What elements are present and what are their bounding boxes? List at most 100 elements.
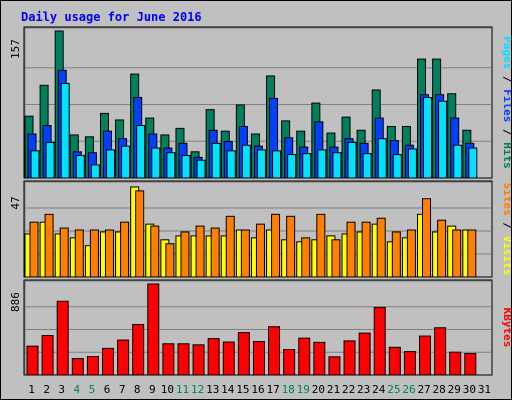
visits-sites-bar-sites-day-20 [316,213,326,278]
kbytes-bar-kbytes-day-7 [117,339,130,376]
visits-sites-bar-sites-day-29 [452,229,462,278]
x-tick-label-day-22: 22 [342,383,355,396]
chart-title: Daily usage for June 2016 [21,10,202,24]
legend-item-files: Files [501,89,511,122]
hits-files-pages-bar-pages-day-2 [45,141,55,179]
hits-files-pages-bar-pages-day-6 [105,149,115,179]
hits-files-pages-bar-pages-day-16 [256,149,266,179]
kbytes-bar-kbytes-day-11 [177,343,190,376]
hits-files-pages-bar-pages-day-17 [272,150,282,179]
hits-files-pages-legend: Pages / Files / Hits [501,36,511,169]
hits-files-pages-bar-pages-day-20 [317,149,327,179]
x-tick-label-day-24: 24 [372,383,386,396]
x-tick-label-day-2: 2 [43,383,50,396]
x-tick-label-day-23: 23 [357,383,370,396]
hits-files-pages-bar-pages-day-30 [468,147,478,179]
hits-files-pages-bar-pages-day-28 [438,100,448,179]
kbytes-bar-kbytes-day-19 [298,337,311,376]
legend-item-visits: Visits [501,236,511,276]
x-tick-label-day-13: 13 [206,383,219,396]
legend-separator: / [501,69,511,89]
kbytes-bar-kbytes-day-27 [419,335,432,376]
x-tick-label-day-26: 26 [402,383,415,396]
visits-sites-bar-sites-day-28 [437,219,447,278]
kbytes-bar-kbytes-day-8 [132,323,145,376]
kbytes-bar-kbytes-day-13 [207,338,220,376]
hits-files-pages-bar-pages-day-12 [196,159,206,179]
kbytes-y-max-label: 886 [9,292,22,312]
x-tick-label-day-16: 16 [251,383,264,396]
visits-sites-bar-sites-day-16 [255,223,265,278]
visits-sites-bar-sites-day-23 [361,221,371,278]
kbytes-bar-kbytes-day-15 [237,332,250,376]
x-tick-label-day-11: 11 [176,383,189,396]
visits-sites-bar-sites-day-19 [301,237,311,278]
hits-files-pages-bar-pages-day-13 [211,142,221,179]
hits-files-pages-bar-pages-day-15 [241,144,251,179]
visits-sites-bar-sites-day-13 [210,227,220,278]
hits-files-pages-bar-pages-day-19 [302,153,312,179]
x-tick-label-day-19: 19 [297,383,310,396]
x-tick-label-day-4: 4 [74,383,81,396]
visits-sites-bar-sites-day-2 [44,213,54,278]
visits-sites-bar-sites-day-9 [150,225,160,278]
kbytes-bar-kbytes-day-24 [373,306,386,376]
visits-sites-bar-sites-day-7 [120,221,130,278]
x-tick-label-day-27: 27 [417,383,430,396]
visits-sites-bar-sites-day-30 [467,229,477,278]
kbytes-bar-kbytes-day-18 [283,349,296,376]
kbytes-bar-kbytes-day-26 [403,351,416,376]
kbytes-bar-kbytes-day-1 [26,345,39,376]
x-tick-label-day-1: 1 [28,383,35,396]
legend-item-pages: Pages [501,36,511,69]
x-tick-label-day-9: 9 [149,383,156,396]
hits-files-pages-bar-pages-day-5 [90,164,100,179]
kbytes-bar-kbytes-day-25 [388,346,401,376]
x-tick-label-day-15: 15 [236,383,249,396]
visits-sites-bar-sites-day-22 [346,221,356,278]
visits-sites-bar-sites-day-27 [422,198,432,278]
kbytes-panel: 886 KBytes [9,279,511,376]
hits-files-pages-bar-pages-day-18 [287,154,297,179]
x-tick-label-day-21: 21 [327,383,340,396]
visits-sites-bar-sites-day-17 [271,213,281,278]
kbytes-bar-kbytes-day-29 [449,351,462,376]
visits-sites-bar-sites-day-26 [406,229,416,278]
visits-sites-bar-sites-day-14 [225,215,235,278]
hits-files-pages-y-max-label: 157 [9,39,22,59]
visits-sites-bar-sites-day-15 [240,229,250,278]
visits-sites-bar-sites-day-3 [59,227,69,278]
hits-files-pages-bar-pages-day-22 [347,141,357,179]
x-tick-label-day-12: 12 [191,383,204,396]
kbytes-bar-kbytes-day-17 [268,326,281,376]
kbytes-bar-kbytes-day-23 [358,332,371,376]
hits-files-pages-bar-pages-day-9 [151,147,161,179]
kbytes-bar-kbytes-day-16 [252,341,265,376]
hits-files-pages-bar-pages-day-7 [121,145,131,179]
visits-sites-legend: Sites / Visits [501,183,511,276]
visits-sites-y-max-label: 47 [9,196,22,209]
visits-sites-bar-sites-day-6 [104,229,114,278]
kbytes-bar-kbytes-day-6 [101,347,114,376]
x-tick-label-day-3: 3 [58,383,65,396]
hits-files-pages-bar-pages-day-24 [377,138,387,179]
kbytes-bar-kbytes-day-30 [464,353,477,376]
hits-files-pages-bar-pages-day-1 [30,150,40,179]
x-tick-label-day-14: 14 [221,383,235,396]
kbytes-bar-kbytes-day-9 [147,283,160,376]
kbytes-bar-kbytes-day-21 [328,356,341,376]
legend-item-sites: Sites [501,183,511,216]
kbytes-bar-kbytes-day-22 [343,340,356,376]
visits-sites-bar-sites-day-18 [286,215,296,278]
x-tick-label-day-25: 25 [387,383,400,396]
x-tick-label-day-5: 5 [89,383,96,396]
visits-sites-bar-sites-day-8 [135,190,145,278]
legend-item-kbytes: KBytes [501,308,511,348]
visits-sites-panel: 47 Sites / Visits [9,180,511,278]
kbytes-bar-kbytes-day-12 [192,344,205,376]
x-tick-label-day-6: 6 [104,383,111,396]
visits-sites-bar-sites-day-24 [376,217,386,278]
kbytes-bar-kbytes-day-4 [71,358,84,376]
